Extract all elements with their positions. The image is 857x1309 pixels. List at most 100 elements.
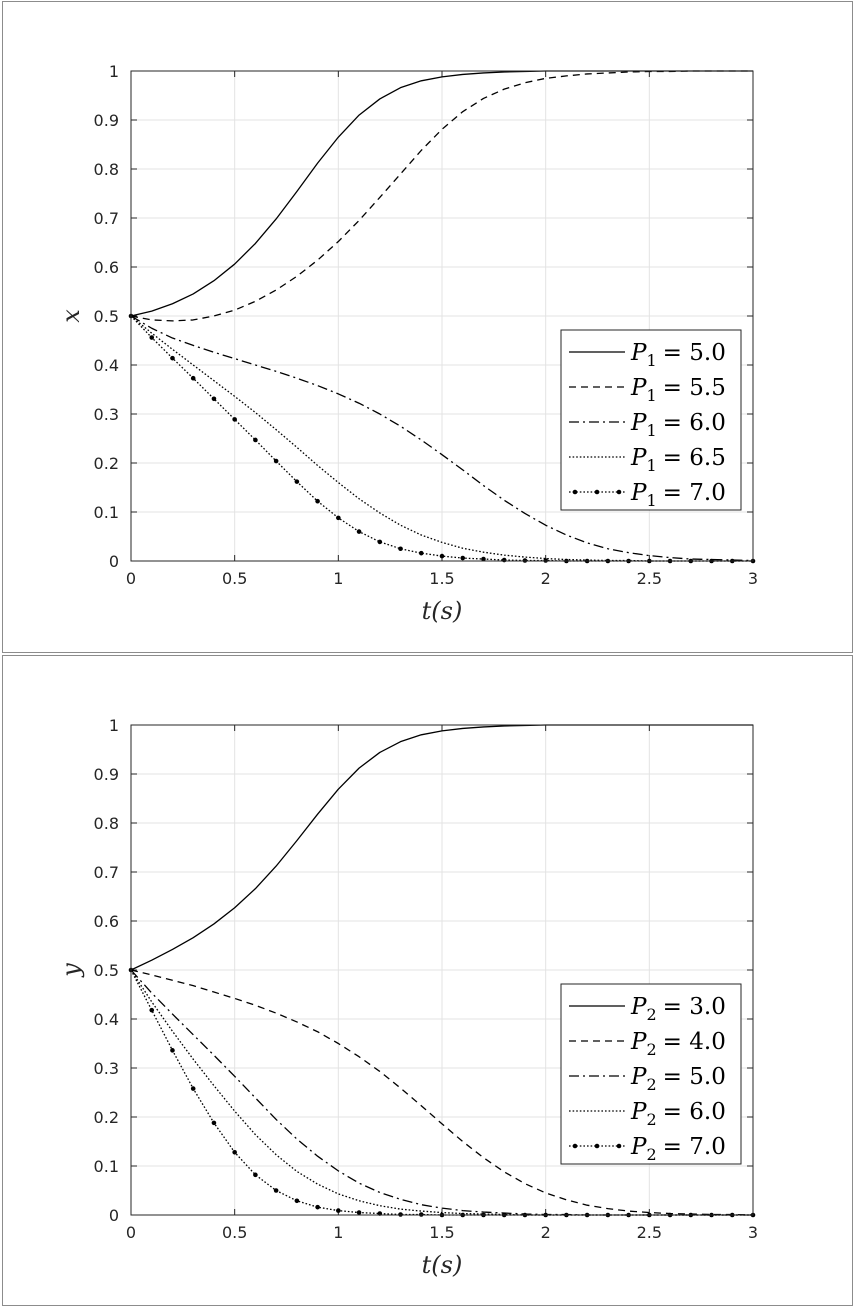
- legend-value: = 6.0: [663, 410, 726, 436]
- legend-variable: P: [630, 1099, 647, 1125]
- series-marker: [149, 1007, 155, 1013]
- y-tick-label: 0.3: [94, 1059, 119, 1078]
- legend-value: = 7.0: [663, 480, 726, 506]
- legend-variable: P: [630, 1134, 647, 1160]
- series-marker: [190, 375, 196, 381]
- x-tick-label: 3: [748, 569, 758, 588]
- x-axis-label: t(s): [422, 1251, 463, 1279]
- legend-box: [560, 983, 742, 1165]
- legend-subscript: 1: [646, 456, 656, 475]
- legend: P1 = 5.0P1 = 5.5P1 = 6.0P1 = 6.5P1 = 7.0: [560, 329, 742, 511]
- legend-value: = 5.5: [663, 375, 726, 401]
- legend-variable: P: [630, 375, 647, 401]
- x-tick-label: 0.5: [222, 569, 247, 588]
- legend-variable: P: [630, 1029, 647, 1055]
- series-marker: [211, 1120, 217, 1126]
- series-marker: [253, 1172, 258, 1178]
- legend-label-2: P1 = 5.5: [630, 375, 726, 405]
- x-tick-label: 1: [333, 1223, 343, 1242]
- series-marker: [336, 1208, 341, 1213]
- y-tick-label: 0.8: [94, 814, 119, 833]
- x-tick-label: 1.5: [429, 1223, 454, 1242]
- legend-variable: P: [630, 1064, 647, 1090]
- x-tick-label: 3: [748, 1223, 758, 1242]
- y-tick-label: 0.1: [94, 503, 119, 522]
- legend-label-3: P2 = 5.0: [630, 1064, 726, 1094]
- legend-marker: [594, 1143, 600, 1149]
- series-marker: [170, 1048, 175, 1053]
- legend-subscript: 2: [646, 1110, 656, 1129]
- legend-label-3: P1 = 6.0: [630, 410, 726, 440]
- legend-subscript: 1: [646, 351, 656, 370]
- series-marker: [398, 546, 403, 552]
- y-tick-label: 0.7: [94, 863, 119, 882]
- legend-marker: [594, 489, 600, 495]
- legend-variable: P: [630, 410, 647, 436]
- series-marker: [232, 1149, 237, 1155]
- legend-box: [560, 329, 742, 511]
- x-axis-label: t(s): [422, 597, 463, 625]
- series-marker: [377, 539, 383, 545]
- axes-frame: [130, 70, 754, 562]
- series-marker: [232, 417, 237, 422]
- bottom-chart-panel: 0 0.5 1 1.5 2 2.5 3 0 0.1 0.2 0.3 0.4 0.5 0.6 0.7 0.8 0.…: [2, 655, 853, 1306]
- y-tick-label: 0.4: [94, 356, 119, 375]
- series-line-4: [130, 969, 753, 1216]
- legend-subscript: 2: [646, 1145, 656, 1164]
- series-marker: [501, 557, 507, 563]
- series-marker: [190, 1086, 196, 1091]
- y-tick-label: 0.3: [94, 405, 119, 424]
- legend-label-5: P1 = 7.0: [630, 480, 726, 510]
- legend-marker: [616, 489, 622, 495]
- legend-subscript: 2: [646, 1005, 656, 1024]
- x-tick-label: 1.5: [429, 569, 454, 588]
- y-tick-label: 0.6: [94, 912, 119, 931]
- y-tick-label: 0.9: [94, 111, 119, 130]
- legend-marker: [572, 1143, 578, 1149]
- series-marker: [418, 550, 424, 556]
- y-response-chart: 0 0.5 1 1.5 2 2.5 3 0 0.1 0.2 0.3 0.4 0.5 0.6 0.7 0.8 0.…: [57, 716, 758, 1279]
- x-tick-label: 2.5: [637, 1223, 662, 1242]
- legend-variable: P: [630, 445, 647, 471]
- legend: P2 = 3.0P2 = 4.0P2 = 5.0P2 = 6.0P2 = 7.0: [560, 983, 742, 1165]
- x-tick-label: 2: [541, 1223, 551, 1242]
- y-tick-label: 0.4: [94, 1010, 119, 1029]
- y-tick-label: 0.7: [94, 209, 119, 228]
- series-marker: [481, 556, 486, 562]
- series-marker: [294, 1198, 300, 1204]
- y-tick-label: 0: [109, 1206, 119, 1225]
- legend-variable: P: [630, 480, 647, 506]
- series-marker: [170, 355, 175, 361]
- series-marker: [336, 515, 341, 521]
- series-marker: [294, 479, 300, 484]
- y-tick-label: 0.2: [94, 1108, 119, 1127]
- legend-value: = 6.0: [663, 1099, 726, 1125]
- legend-variable: P: [630, 994, 647, 1020]
- series-marker: [315, 498, 320, 504]
- legend-value: = 7.0: [663, 1134, 726, 1160]
- y-tick-label: 0.1: [94, 1157, 119, 1176]
- y-tick-label: 0.9: [94, 765, 119, 784]
- y-tick-label: 1: [109, 716, 119, 735]
- axes-frame: [130, 724, 754, 1216]
- x-tick-label: 1: [333, 569, 343, 588]
- legend-label-5: P2 = 7.0: [630, 1134, 726, 1164]
- y-axis-label: y: [57, 963, 85, 978]
- x-tick-label: 2.5: [637, 569, 662, 588]
- legend-label-4: P1 = 6.5: [630, 445, 726, 475]
- legend-subscript: 1: [646, 491, 656, 510]
- series-marker: [273, 1188, 279, 1193]
- x-tick-label: 2: [541, 569, 551, 588]
- legend-marker: [616, 1143, 622, 1149]
- y-axis-label: x: [57, 309, 85, 323]
- series-line-3: [130, 315, 754, 562]
- legend-subscript: 1: [646, 421, 656, 440]
- legend-value: = 6.5: [663, 445, 726, 471]
- x-response-chart: 0 0.5 1 1.5 2 2.5 3 0 0.1 0.2 0.3 0.4 0.5 0.6 0.7 0.8 0.…: [57, 62, 758, 625]
- series-marker: [273, 458, 279, 464]
- y-tick-label: 0.2: [94, 454, 119, 473]
- series-marker: [211, 396, 217, 402]
- y-tick-label: 1: [109, 62, 119, 81]
- legend-label-2: P2 = 4.0: [630, 1029, 726, 1059]
- legend-value: = 3.0: [663, 994, 726, 1020]
